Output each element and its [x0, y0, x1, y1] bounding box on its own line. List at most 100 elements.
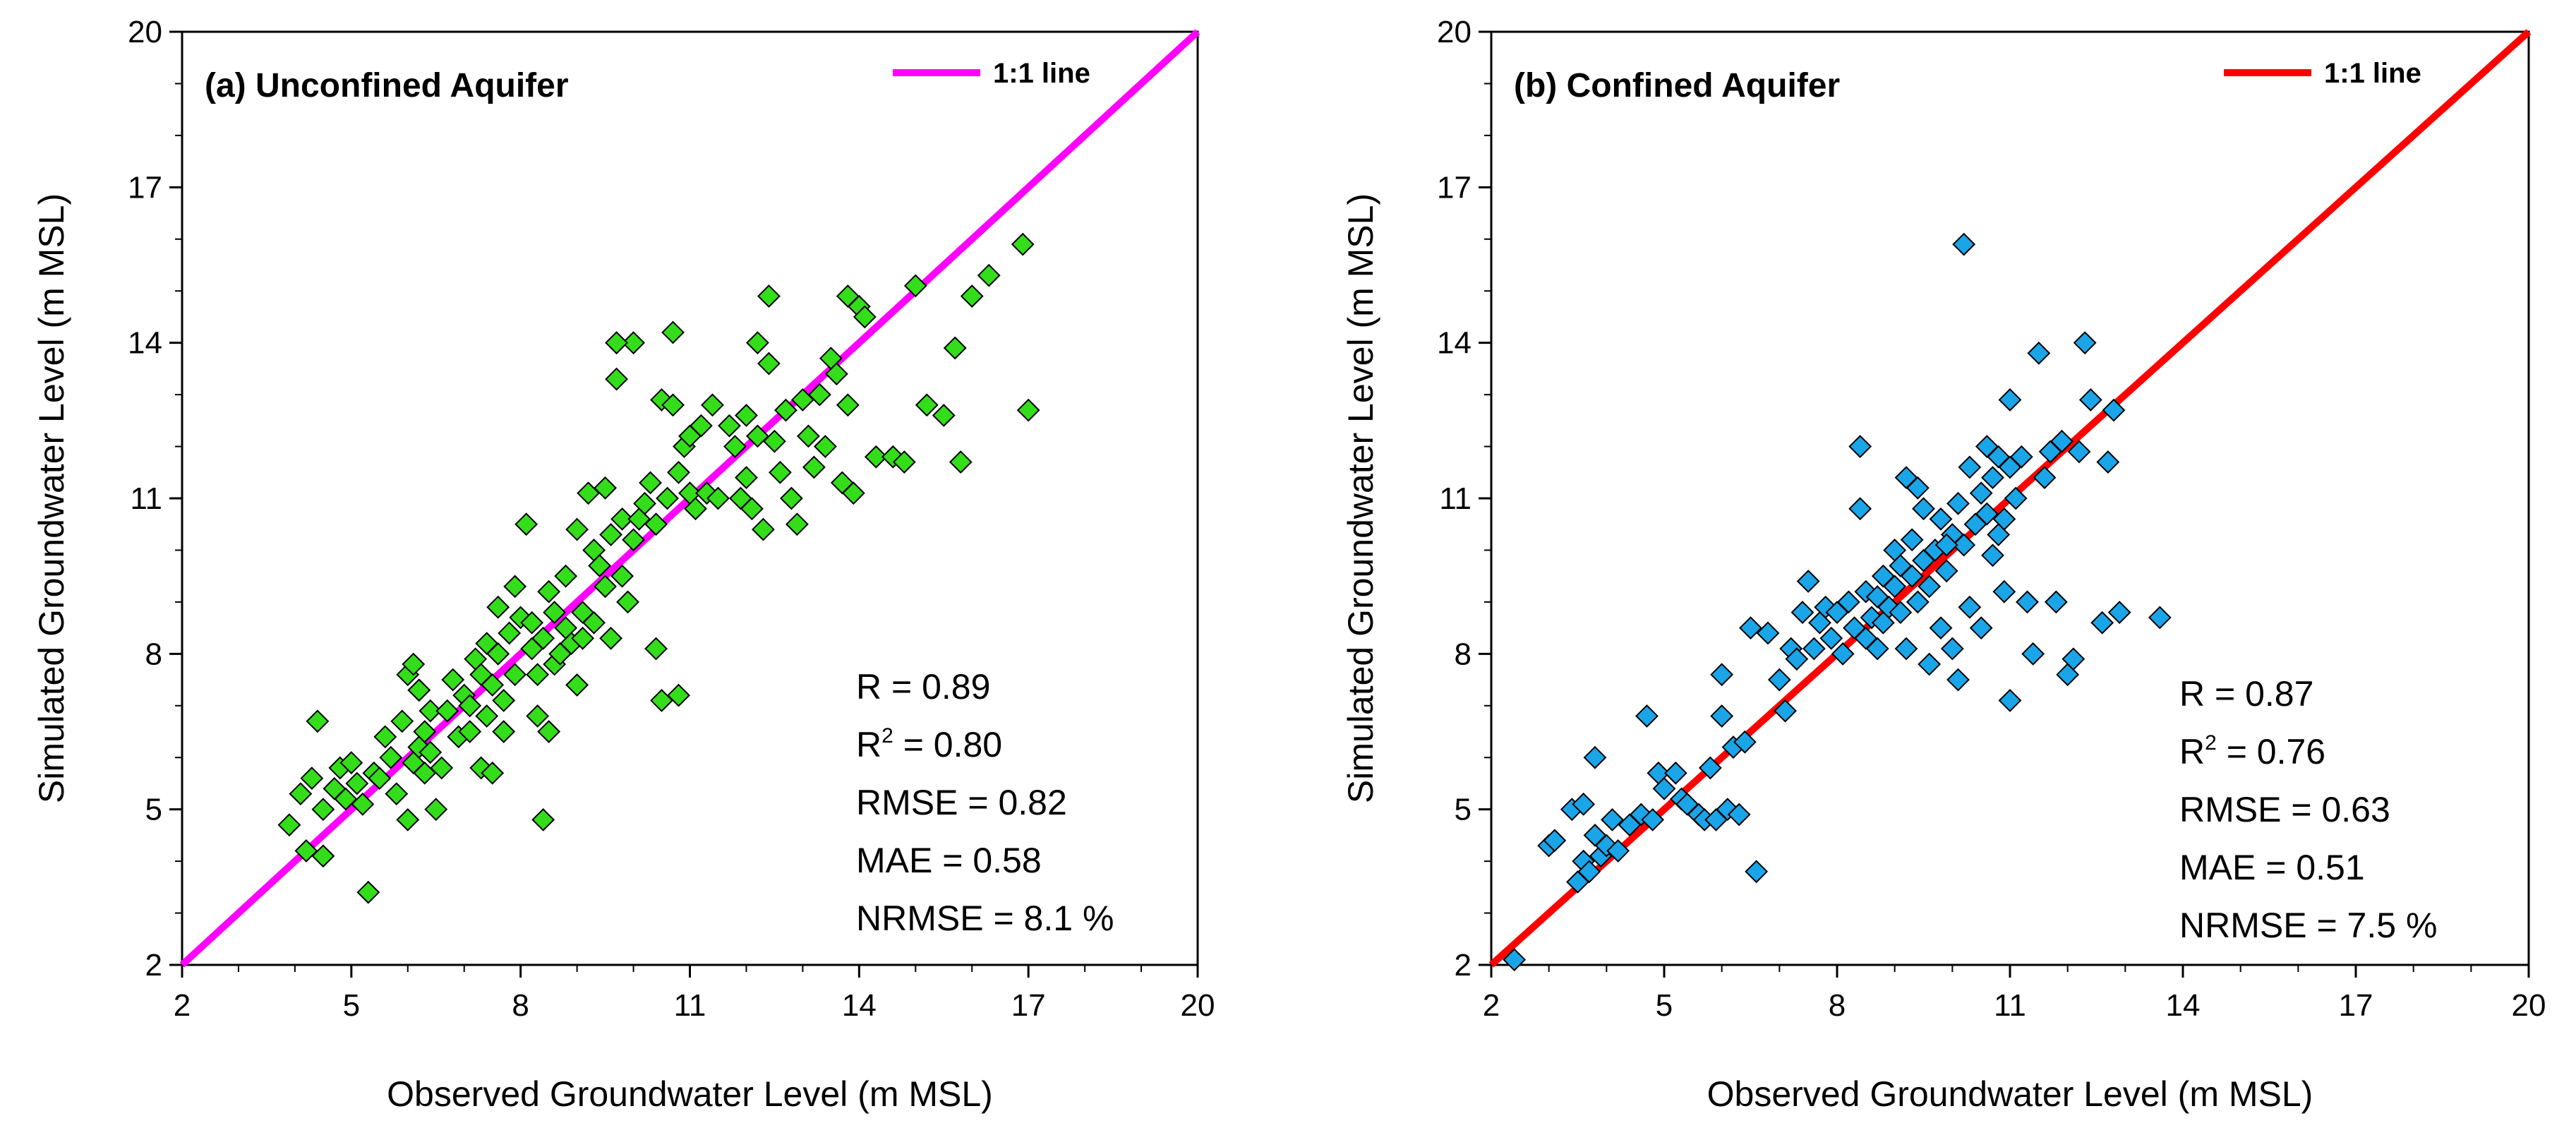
- y-tick-label: 5: [1455, 793, 1471, 827]
- data-point: [594, 575, 617, 599]
- data-point: [2050, 429, 2074, 453]
- data-point: [1958, 595, 1982, 619]
- x-tick-label: 14: [2166, 988, 2201, 1023]
- data-point: [413, 720, 437, 743]
- data-point: [1906, 476, 1930, 500]
- data-point: [605, 367, 628, 391]
- data-point: [813, 435, 837, 458]
- data-point: [915, 393, 939, 417]
- x-tick-label: 11: [674, 988, 706, 1023]
- data-point: [706, 486, 730, 510]
- data-point: [368, 767, 392, 791]
- data-point: [1975, 435, 1999, 458]
- y-tick-label: 20: [1437, 15, 1471, 49]
- y-tick-label: 11: [1439, 481, 1471, 516]
- legend-label: 1:1 line: [2324, 58, 2421, 89]
- x-tick-label: 17: [2339, 988, 2373, 1023]
- data-point: [1848, 497, 1872, 521]
- data-point: [1785, 647, 1809, 671]
- data-point: [684, 497, 707, 521]
- stat-r-squared: R2 = 0.80: [856, 724, 1002, 764]
- panel-confined-aquifer: 2 5 8 11 14 17 20 2 5 8 11 14 17 20 (b) Confined Aqui…: [1341, 15, 2546, 1114]
- data-point: [1745, 860, 1769, 884]
- data-point: [1698, 756, 1722, 780]
- data-point: [503, 575, 527, 599]
- data-point: [435, 699, 459, 723]
- data-point: [1912, 497, 1935, 521]
- data-point: [1819, 626, 1843, 650]
- data-point: [1767, 668, 1791, 692]
- data-point: [565, 517, 589, 541]
- data-point: [633, 491, 656, 515]
- data-point: [1641, 807, 1665, 831]
- data-point: [735, 404, 758, 427]
- data-point: [1572, 792, 1596, 816]
- data-point: [892, 450, 916, 474]
- data-point: [458, 720, 482, 743]
- data-point: [2016, 590, 2039, 614]
- data-point: [932, 404, 956, 427]
- data-point: [390, 709, 414, 733]
- scatter-points: [277, 232, 1040, 904]
- data-point: [605, 331, 628, 355]
- data-point: [661, 393, 685, 417]
- data-point: [334, 787, 358, 811]
- data-point: [1652, 776, 1676, 800]
- data-point: [768, 460, 792, 484]
- panel-unconfined-aquifer: 2 5 8 11 14 17 20 2 5 8 11 14 17 20 (a) Unconfined Aq…: [32, 15, 1215, 1114]
- data-point: [1918, 652, 1942, 676]
- data-point: [1739, 616, 1762, 640]
- data-point: [520, 611, 544, 635]
- chart-title: (b) Confined Aquifer: [1514, 67, 1840, 104]
- data-point: [531, 807, 555, 831]
- data-point: [1934, 533, 1958, 557]
- data-point: [1710, 663, 1734, 687]
- data-point: [1992, 579, 2016, 603]
- data-point: [526, 663, 550, 687]
- x-axis-label: Observed Groundwater Level (m MSL): [387, 1074, 993, 1114]
- data-point: [424, 798, 448, 822]
- data-point: [610, 564, 634, 588]
- y-axis-label: Simulated Groundwater Level (m MSL): [32, 193, 71, 803]
- y-tick-label: 2: [145, 948, 162, 983]
- x-tick-label: 5: [343, 988, 360, 1023]
- data-point: [2021, 642, 2045, 666]
- data-point: [740, 497, 764, 521]
- data-point: [701, 393, 724, 417]
- data-point: [385, 782, 409, 806]
- data-point: [1016, 398, 1040, 422]
- data-point: [599, 522, 622, 546]
- data-point: [2027, 341, 2051, 365]
- data-point: [616, 590, 639, 614]
- data-point: [419, 740, 443, 764]
- data-point: [1975, 502, 1999, 526]
- data-point: [407, 678, 431, 702]
- data-point: [430, 756, 454, 780]
- y-tick-label: 14: [128, 326, 162, 361]
- data-point: [402, 652, 426, 676]
- x-tick-label: 2: [174, 988, 191, 1023]
- data-point: [588, 554, 612, 577]
- stat-nrmse: NRMSE = 7.5 %: [2179, 906, 2437, 945]
- data-point: [289, 782, 313, 806]
- data-point: [1998, 455, 2022, 479]
- data-point: [746, 424, 769, 448]
- data-point: [2090, 611, 2114, 635]
- data-point: [757, 352, 781, 376]
- data-point: [2107, 601, 2131, 624]
- data-point: [526, 704, 550, 728]
- data-point: [306, 709, 330, 733]
- stat-rmse: RMSE = 0.82: [856, 783, 1067, 822]
- data-point: [644, 512, 668, 536]
- data-point: [345, 771, 369, 795]
- data-point: [774, 398, 798, 422]
- data-point: [1583, 745, 1607, 769]
- data-point: [1802, 637, 1826, 661]
- data-point: [514, 512, 538, 536]
- data-point: [2073, 331, 2097, 355]
- data-point: [594, 476, 617, 500]
- data-point: [599, 626, 622, 650]
- axis-ticks: 2 5 8 11 14 17 20 2 5 8 11 14 17 20: [1437, 15, 2546, 1023]
- data-point: [1940, 637, 1964, 661]
